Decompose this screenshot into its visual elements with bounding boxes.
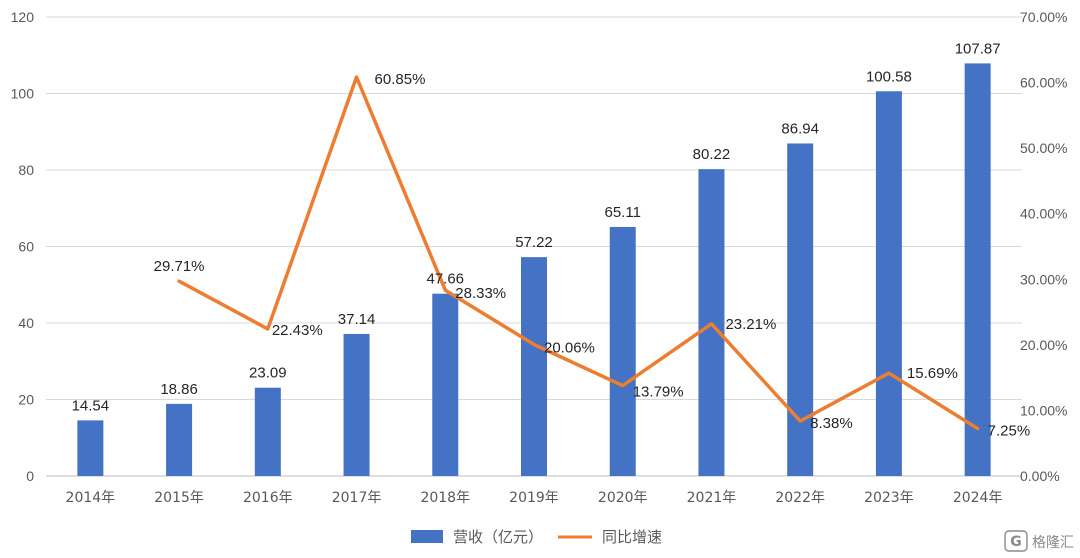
- x-tick-label: 2016年: [243, 490, 293, 506]
- revenue-bar: [609, 226, 636, 476]
- right-tick-label: 10.00%: [1020, 402, 1067, 418]
- revenue-data-label: 80.22: [693, 146, 731, 163]
- right-tick-label: 20.00%: [1020, 337, 1067, 353]
- watermark-badge-box: [1004, 530, 1028, 552]
- x-tick-label: 2017年: [332, 490, 382, 506]
- right-tick-label: 30.00%: [1020, 271, 1067, 287]
- revenue-data-label: 107.87: [955, 40, 1001, 57]
- x-tick-label: 2014年: [66, 490, 116, 506]
- right-tick-label: 0.00%: [1020, 468, 1060, 484]
- x-axis-ticks: 2014年 2015年 2016年 2017年 2018年 2019年 2020年 2021年…: [66, 490, 1003, 506]
- watermark-logo: G 格隆汇: [1004, 530, 1074, 552]
- right-tick-label: 70.00%: [1020, 9, 1067, 25]
- revenue-bar: [77, 420, 104, 476]
- revenue-data-label: 57.22: [515, 234, 553, 251]
- x-tick-label: 2019年: [509, 490, 559, 506]
- legend-label-growth: 同比增速: [602, 528, 662, 546]
- revenue-bar: [964, 63, 991, 477]
- x-tick-label: 2023年: [864, 490, 914, 506]
- revenue-data-label: 14.54: [72, 397, 110, 414]
- revenue-bar: [521, 257, 547, 476]
- right-tick-label: 40.00%: [1020, 206, 1067, 222]
- revenue-data-label: 100.58: [866, 68, 912, 85]
- growth-data-label: 15.69%: [907, 365, 958, 382]
- growth-data-labels: 29.71% 22.43% 60.85% 28.33% 20.06% 13.79% 23.2…: [154, 71, 1031, 439]
- revenue-bar: [432, 293, 459, 476]
- left-tick-label: 40: [18, 315, 34, 331]
- revenue-data-labels: 14.54 18.86 23.09 37.14 47.66 57.22 65.11 80.22…: [72, 40, 1001, 414]
- watermark-badge-letter: G: [1010, 534, 1022, 550]
- x-tick-label: 2022年: [775, 490, 825, 506]
- x-tick-label: 2018年: [420, 490, 470, 506]
- growth-data-label: 23.21%: [725, 316, 776, 333]
- growth-data-label: 28.33%: [455, 285, 506, 302]
- right-tick-label: 50.00%: [1020, 140, 1067, 156]
- revenue-data-label: 47.66: [426, 271, 464, 288]
- left-tick-label: 80: [18, 162, 34, 178]
- revenue-data-label: 18.86: [160, 381, 198, 398]
- left-tick-label: 20: [18, 392, 34, 408]
- revenue-data-label: 65.11: [605, 204, 641, 221]
- revenue-data-label: 23.09: [249, 365, 287, 382]
- left-axis-ticks: 0 20 40 60 80 100 120: [11, 9, 35, 484]
- revenue-bar: [875, 91, 902, 477]
- revenue-bar: [343, 333, 370, 476]
- revenue-bars: [77, 63, 991, 477]
- x-tick-label: 2015年: [154, 490, 204, 506]
- growth-data-label: 60.85%: [375, 71, 426, 88]
- growth-data-label: 29.71%: [154, 258, 205, 275]
- growth-data-label: 13.79%: [633, 384, 684, 401]
- revenue-bar: [166, 403, 193, 476]
- x-tick-label: 2021年: [687, 490, 737, 506]
- right-tick-label: 60.00%: [1020, 75, 1067, 91]
- x-tick-label: 2020年: [598, 490, 648, 506]
- growth-data-label: 7.25%: [988, 422, 1031, 439]
- left-tick-label: 60: [18, 239, 34, 255]
- x-tick-label: 2024年: [953, 490, 1003, 506]
- legend-label-revenue: 营收（亿元）: [453, 528, 543, 546]
- legend-swatch-revenue: [411, 530, 443, 543]
- growth-data-label: 8.38%: [810, 415, 853, 432]
- growth-data-label: 20.06%: [544, 339, 595, 356]
- left-tick-label: 100: [11, 86, 35, 102]
- watermark-text: 格隆汇: [1032, 535, 1074, 551]
- left-tick-label: 0: [26, 468, 34, 484]
- revenue-data-label: 37.14: [338, 311, 376, 328]
- left-tick-label: 120: [11, 9, 35, 25]
- right-axis-ticks: 0.00% 10.00% 20.00% 30.00% 40.00% 50.00% 60.00…: [1020, 9, 1067, 484]
- growth-line-path: [177, 75, 980, 431]
- growth-line: [177, 75, 980, 431]
- growth-data-label: 22.43%: [272, 322, 323, 339]
- legend: 营收（亿元） 同比增速: [411, 528, 662, 546]
- revenue-data-label: 86.94: [781, 120, 819, 137]
- revenue-bar: [254, 387, 281, 476]
